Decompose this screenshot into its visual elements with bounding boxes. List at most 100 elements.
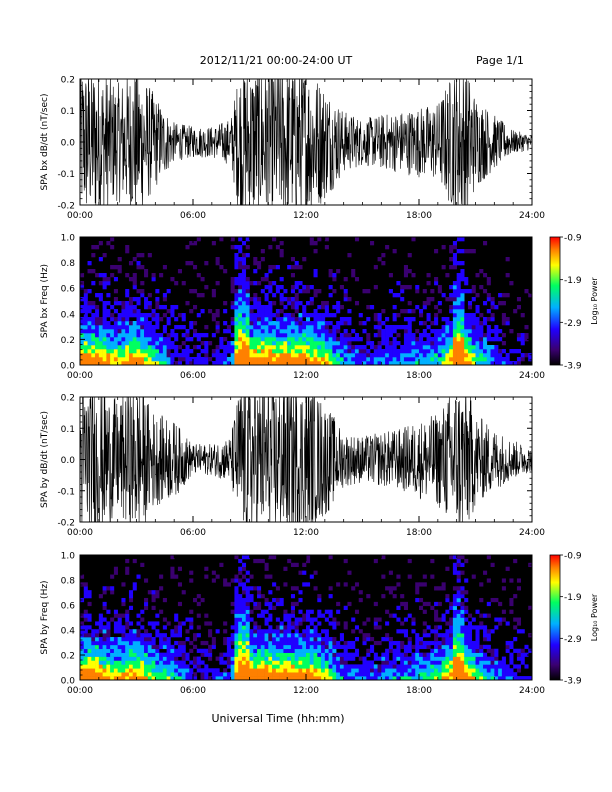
heatmap-cell bbox=[294, 325, 299, 330]
heatmap-cell bbox=[328, 357, 333, 362]
heatmap-cell bbox=[460, 333, 465, 338]
x-tick-label: 12:00 bbox=[293, 211, 319, 221]
heatmap-cell bbox=[321, 321, 326, 326]
heatmap-cell bbox=[464, 648, 469, 653]
heatmap-cell bbox=[486, 333, 491, 338]
heatmap-cell bbox=[234, 281, 239, 286]
heatmap-cell bbox=[238, 594, 243, 599]
heatmap-cell bbox=[272, 648, 277, 653]
heatmap-cell bbox=[128, 305, 134, 310]
heatmap-cell bbox=[98, 337, 103, 342]
heatmap-cell bbox=[238, 333, 243, 338]
heatmap-cell bbox=[313, 293, 318, 298]
heatmap-cell bbox=[377, 349, 382, 354]
heatmap-cell bbox=[170, 570, 175, 575]
heatmap-cell bbox=[147, 333, 152, 338]
heatmap-cell bbox=[434, 609, 439, 614]
heatmap-cell bbox=[125, 609, 130, 614]
heatmap-cell bbox=[302, 613, 307, 618]
heatmap-cell bbox=[226, 341, 231, 346]
heatmap-cell bbox=[351, 329, 356, 334]
heatmap-cell bbox=[475, 672, 480, 677]
heatmap-cell bbox=[298, 325, 303, 330]
heatmap-cell bbox=[294, 621, 299, 626]
heatmap-cell bbox=[464, 668, 469, 673]
heatmap-cell bbox=[234, 676, 239, 681]
heatmap-cell bbox=[226, 329, 231, 334]
heatmap-cell bbox=[193, 633, 198, 638]
heatmap-cell bbox=[445, 337, 450, 342]
heatmap-cell bbox=[268, 605, 273, 610]
heatmap-cell bbox=[430, 349, 435, 354]
heatmap-cell bbox=[128, 341, 134, 346]
heatmap-cell bbox=[170, 329, 175, 334]
heatmap-cell bbox=[456, 668, 461, 673]
heatmap-cell bbox=[437, 664, 442, 669]
heatmap-cell bbox=[313, 317, 318, 322]
heatmap-cell bbox=[528, 605, 533, 610]
heatmap-cell bbox=[377, 329, 382, 334]
heatmap-cell bbox=[290, 301, 295, 306]
heatmap-cell bbox=[343, 558, 348, 564]
heatmap-cell bbox=[309, 629, 314, 634]
heatmap-cell bbox=[486, 676, 491, 681]
heatmap-cell bbox=[238, 257, 243, 262]
heatmap-cell bbox=[339, 345, 344, 350]
heatmap-cell bbox=[204, 566, 209, 571]
heatmap-cell bbox=[419, 349, 424, 354]
x-tick-label: 24:00 bbox=[519, 528, 545, 538]
heatmap-cell bbox=[460, 637, 465, 642]
heatmap-cell bbox=[238, 578, 243, 583]
heatmap-cell bbox=[490, 648, 495, 653]
heatmap-cell bbox=[275, 309, 280, 314]
heatmap-cell bbox=[287, 629, 292, 634]
heatmap-cell bbox=[226, 345, 231, 350]
heatmap-cell bbox=[321, 629, 326, 634]
heatmap-cell bbox=[238, 285, 243, 290]
heatmap-cell bbox=[464, 361, 469, 366]
heatmap-cell bbox=[471, 676, 476, 681]
heatmap-cell bbox=[332, 676, 337, 681]
heatmap-cell bbox=[125, 245, 130, 250]
heatmap-cell bbox=[279, 656, 284, 661]
heatmap-cell bbox=[87, 333, 92, 338]
heatmap-cell bbox=[147, 349, 152, 354]
heatmap-cell bbox=[449, 629, 454, 634]
heatmap-cell bbox=[170, 672, 175, 677]
heatmap-cell bbox=[407, 676, 412, 681]
heatmap-cell bbox=[426, 640, 431, 646]
heatmap-cell bbox=[87, 309, 92, 314]
heatmap-cell bbox=[275, 637, 280, 642]
heatmap-cell bbox=[268, 633, 273, 638]
heatmap-cell bbox=[313, 357, 318, 362]
heatmap-cell bbox=[419, 313, 424, 318]
heatmap-cell bbox=[464, 558, 469, 564]
heatmap-cell bbox=[332, 621, 337, 626]
heatmap-cell bbox=[260, 633, 265, 638]
heatmap-cell bbox=[170, 277, 175, 282]
heatmap-cell bbox=[155, 301, 160, 306]
heatmap-cell bbox=[328, 664, 333, 669]
heatmap-cell bbox=[501, 578, 506, 583]
heatmap-cell bbox=[174, 281, 179, 286]
heatmap-cell bbox=[479, 597, 484, 603]
heatmap-cell bbox=[430, 664, 435, 669]
x-axis-label: Universal Time (hh:mm) bbox=[211, 712, 345, 725]
heatmap-cell bbox=[189, 241, 194, 246]
heatmap-cell bbox=[324, 637, 329, 642]
heatmap-cell bbox=[117, 345, 122, 350]
heatmap-cell bbox=[464, 640, 469, 646]
heatmap-cell bbox=[452, 621, 457, 626]
heatmap-cell bbox=[144, 578, 149, 583]
heatmap-cell bbox=[385, 621, 390, 626]
heatmap-cell bbox=[422, 676, 427, 681]
heatmap-cell bbox=[125, 676, 130, 681]
heatmap-cell bbox=[257, 321, 262, 326]
heatmap-cell bbox=[234, 625, 239, 630]
heatmap-cell bbox=[113, 345, 118, 350]
heatmap-cell bbox=[196, 345, 201, 350]
heatmap-cell bbox=[381, 329, 386, 334]
heatmap-cell bbox=[117, 644, 122, 650]
heatmap-cell bbox=[298, 590, 303, 595]
heatmap-cell bbox=[388, 664, 393, 669]
